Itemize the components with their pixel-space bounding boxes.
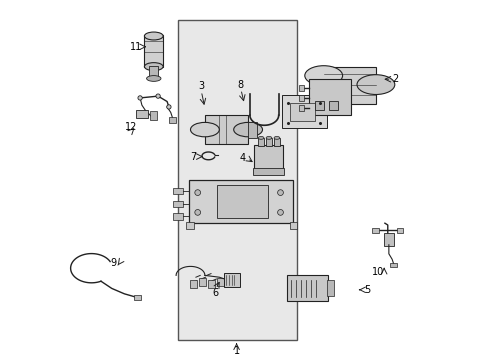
FancyBboxPatch shape	[150, 111, 156, 120]
FancyBboxPatch shape	[298, 85, 303, 91]
Text: 3: 3	[198, 81, 204, 91]
Ellipse shape	[265, 136, 271, 139]
FancyBboxPatch shape	[247, 122, 257, 138]
Ellipse shape	[233, 122, 262, 137]
FancyBboxPatch shape	[282, 95, 326, 128]
Circle shape	[277, 210, 283, 215]
FancyBboxPatch shape	[309, 79, 350, 115]
Text: 2: 2	[392, 74, 398, 84]
FancyBboxPatch shape	[217, 278, 224, 286]
FancyBboxPatch shape	[190, 280, 197, 288]
FancyBboxPatch shape	[134, 295, 140, 300]
FancyBboxPatch shape	[188, 180, 292, 223]
FancyBboxPatch shape	[172, 213, 183, 220]
FancyBboxPatch shape	[168, 117, 176, 123]
FancyBboxPatch shape	[298, 95, 303, 101]
Text: 6: 6	[212, 288, 218, 298]
FancyBboxPatch shape	[326, 280, 333, 296]
FancyBboxPatch shape	[328, 101, 337, 110]
FancyBboxPatch shape	[223, 273, 240, 287]
FancyBboxPatch shape	[289, 103, 314, 121]
Ellipse shape	[144, 32, 163, 40]
Circle shape	[166, 105, 171, 109]
FancyBboxPatch shape	[204, 115, 247, 144]
FancyBboxPatch shape	[265, 138, 271, 146]
Circle shape	[277, 190, 283, 195]
Circle shape	[194, 210, 200, 215]
Text: 9: 9	[110, 258, 116, 268]
FancyBboxPatch shape	[136, 110, 148, 118]
FancyBboxPatch shape	[149, 66, 158, 78]
FancyBboxPatch shape	[172, 201, 183, 207]
FancyBboxPatch shape	[172, 188, 183, 194]
FancyBboxPatch shape	[286, 275, 328, 301]
Text: 10: 10	[371, 267, 383, 277]
FancyBboxPatch shape	[289, 222, 297, 229]
FancyBboxPatch shape	[384, 233, 393, 246]
Ellipse shape	[273, 136, 279, 139]
FancyBboxPatch shape	[199, 278, 205, 286]
FancyBboxPatch shape	[396, 228, 403, 233]
FancyBboxPatch shape	[217, 185, 267, 218]
Text: 5: 5	[363, 285, 369, 295]
Circle shape	[194, 190, 200, 195]
FancyBboxPatch shape	[253, 168, 284, 175]
Ellipse shape	[146, 76, 161, 81]
Ellipse shape	[356, 75, 394, 94]
Ellipse shape	[304, 66, 342, 85]
Circle shape	[156, 94, 160, 98]
FancyBboxPatch shape	[371, 228, 378, 233]
FancyBboxPatch shape	[144, 35, 163, 67]
Text: 4: 4	[239, 153, 245, 163]
FancyBboxPatch shape	[389, 263, 396, 267]
Text: 7: 7	[190, 152, 196, 162]
Ellipse shape	[190, 122, 219, 137]
Circle shape	[138, 96, 142, 100]
Text: 1: 1	[233, 346, 239, 356]
Text: 11: 11	[130, 42, 142, 52]
Ellipse shape	[144, 63, 163, 71]
FancyBboxPatch shape	[320, 67, 375, 104]
FancyBboxPatch shape	[178, 20, 296, 340]
FancyBboxPatch shape	[185, 222, 193, 229]
Text: 8: 8	[237, 80, 244, 90]
Text: 12: 12	[124, 122, 137, 132]
FancyBboxPatch shape	[254, 145, 283, 170]
FancyBboxPatch shape	[208, 280, 215, 288]
Ellipse shape	[258, 136, 264, 139]
FancyBboxPatch shape	[314, 101, 323, 110]
FancyBboxPatch shape	[258, 138, 264, 146]
FancyBboxPatch shape	[273, 138, 279, 146]
FancyBboxPatch shape	[298, 105, 303, 111]
